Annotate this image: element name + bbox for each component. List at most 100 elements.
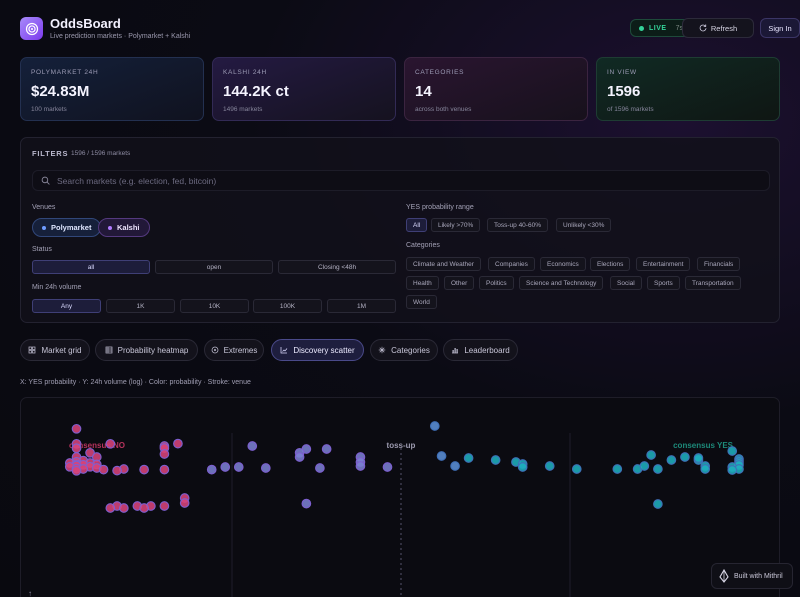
volume-option-100k[interactable]: 100K [253,299,322,313]
filters-panel: FILTERS 1596 / 1596 markets Venues Polym… [20,137,780,323]
refresh-button[interactable]: Refresh [682,18,754,38]
stat-label: KALSHI 24H [223,69,267,76]
stat-card-categories: CATEGORIES 14 across both venues [404,57,588,121]
status-option-all[interactable]: all [32,260,150,274]
scatter-point[interactable] [98,464,109,475]
scatter-point[interactable] [321,444,332,454]
scatter-point[interactable] [355,461,366,471]
scatter-point[interactable] [112,465,122,476]
region-label-consensus-yes: consensus YES [673,441,734,450]
volume-option-1m[interactable]: 1M [327,299,396,313]
venue-chip-kalshi[interactable]: Kalshi [98,218,150,237]
scatter-point[interactable] [71,423,82,434]
scatter-point[interactable] [646,450,656,460]
scatter-point[interactable] [139,503,149,513]
category-chip[interactable]: Entertainment [636,257,691,271]
scatter-point[interactable] [139,464,149,475]
scatter-point[interactable] [71,465,82,476]
scatter-point[interactable] [260,463,271,473]
volume-label: Min 24h volume [32,284,82,291]
prob-option-likely[interactable]: Likely >70% [431,218,481,232]
scatter-point[interactable] [436,451,447,461]
venue-chip-polymarket[interactable]: Polymarket [32,218,102,237]
tab-categories[interactable]: Categories [370,339,438,361]
scatter-point[interactable] [179,498,190,508]
scatter-point[interactable] [727,446,738,456]
scatter-point[interactable] [105,503,116,513]
prob-range-label: YES probability range [406,204,474,211]
prob-option-all[interactable]: All [406,218,428,232]
built-with-badge[interactable]: Built with Mithril [711,563,793,589]
scatter-point[interactable] [653,464,663,474]
scatter-point[interactable] [517,462,528,472]
scatter-point[interactable] [206,464,217,475]
app-title: OddsBoard [50,16,121,31]
sign-in-button[interactable]: Sign In [760,18,800,38]
scatter-point[interactable] [247,441,258,451]
scatter-point[interactable] [450,461,460,471]
scatter-point[interactable] [700,464,711,474]
search-input[interactable] [57,175,717,186]
scatter-point[interactable] [666,455,677,465]
tab-probability-heatmap[interactable]: Probability heatmap [95,339,198,361]
volume-option-any[interactable]: Any [32,299,101,313]
status-option-open[interactable]: open [155,260,273,274]
scatter-point[interactable] [220,462,231,472]
category-chip[interactable]: Health [406,276,439,290]
tab-extremes[interactable]: Extremes [204,339,264,361]
scatter-point[interactable] [463,453,474,463]
prob-option-tossup[interactable]: Toss-up 40-60% [487,218,548,232]
scatter-point[interactable] [612,464,623,474]
scatter-point[interactable] [233,462,244,472]
volume-option-10k[interactable]: 10K [180,299,249,313]
category-chip[interactable]: Climate and Weather [406,257,481,271]
prob-option-unlikely[interactable]: Unlikely <30% [556,218,612,232]
category-chip[interactable]: Transportation [685,276,741,290]
scatter-point[interactable] [571,464,582,474]
category-chip[interactable]: Companies [488,257,535,271]
scatter-point[interactable] [105,438,116,449]
scatter-point[interactable] [159,501,170,511]
scatter-point[interactable] [315,463,325,473]
category-chip[interactable]: Sports [647,276,680,290]
scatter-point[interactable] [71,443,82,454]
filters-count: 1596 / 1596 markets [71,150,131,157]
category-chip[interactable]: Economics [540,257,586,271]
scatter-point[interactable] [727,465,738,475]
table-icon [105,346,113,354]
scatter-point[interactable] [693,453,704,463]
scatter-point[interactable] [301,498,312,509]
scatter-point[interactable] [173,438,183,449]
tab-leaderboard[interactable]: Leaderboard [443,339,518,361]
stat-value: 14 [415,83,432,100]
category-chip[interactable]: Other [444,276,475,290]
scatter-point[interactable] [85,447,95,458]
category-chip[interactable]: Social [610,276,642,290]
scatter-point[interactable] [294,452,305,462]
scatter-icon [280,347,288,354]
category-chip[interactable]: Science and Technology [519,276,604,290]
stat-card-in-view: IN VIEW 1596 of 1596 markets [596,57,780,121]
tab-discovery-scatter[interactable]: Discovery scatter [271,339,364,361]
scatter-point[interactable] [653,499,663,509]
scatter-point[interactable] [490,455,501,465]
scatter-point[interactable] [118,503,129,513]
category-chip[interactable]: World [406,295,437,309]
tab-label: Probability heatmap [117,345,189,355]
scatter-point[interactable] [382,462,393,472]
scatter-point[interactable] [159,464,170,475]
category-chip[interactable]: Elections [590,257,631,271]
venue-dot-icon [42,225,46,230]
category-chip[interactable]: Financials [697,257,741,271]
tab-market-grid[interactable]: Market grid [20,339,90,361]
scatter-point[interactable] [159,449,170,459]
scatter-point[interactable] [680,452,690,462]
filters-title: FILTERS [32,149,69,158]
volume-option-1k[interactable]: 1K [106,299,175,313]
scatter-point[interactable] [544,461,555,471]
scatter-point[interactable] [639,461,650,471]
status-option-closing[interactable]: Closing <48h [278,260,396,274]
category-chip[interactable]: Politics [479,276,514,290]
scatter-point[interactable] [429,421,440,431]
scatter-caption: X: YES probability · Y: 24h volume (log)… [20,379,251,386]
